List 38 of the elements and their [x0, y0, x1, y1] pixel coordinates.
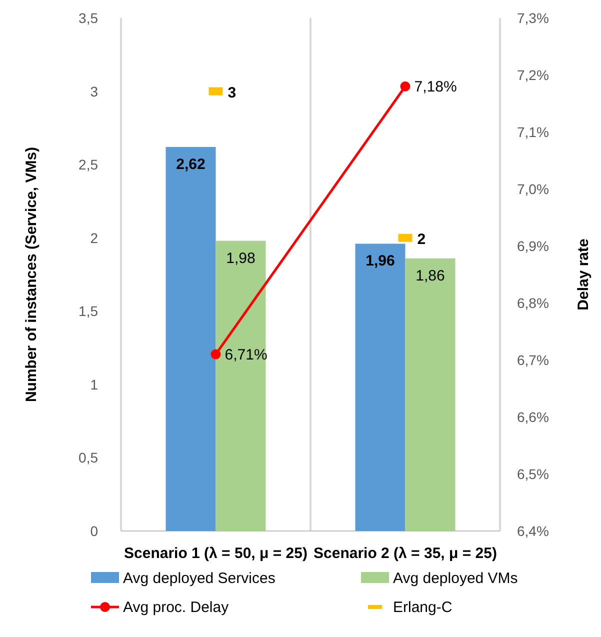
data-label: 6,71% — [224, 346, 268, 364]
data-label: 7,18% — [414, 78, 457, 96]
y2-tick-label: 7,1% — [517, 124, 549, 140]
y-tick-label: 3,5 — [78, 10, 98, 26]
bar — [166, 146, 216, 531]
y-axis-title: Number of instances (Service, VMs) — [23, 146, 40, 402]
data-label: 2,62 — [176, 156, 206, 173]
y2-tick-label: 6,7% — [517, 352, 549, 368]
y-tick-label: 3 — [90, 83, 98, 100]
x-tick-label: Scenario 2 (λ = 35, μ = 25) — [314, 545, 497, 562]
y2-axis-title: Delay rate — [575, 238, 592, 310]
y-tick-label: 1 — [90, 376, 98, 392]
y-tick-label: 0,5 — [78, 450, 98, 466]
y2-tick-label: 7,2% — [517, 67, 549, 83]
legend-label: Avg proc. Delay — [123, 599, 230, 616]
data-label: 1,96 — [366, 252, 395, 270]
data-label: 2 — [417, 230, 426, 248]
y-tick-label: 0 — [90, 523, 98, 539]
data-label: 1,98 — [226, 250, 256, 267]
legend-label: Avg deployed VMs — [393, 570, 518, 587]
y2-tick-label: 7,3% — [517, 10, 549, 26]
y2-tick-label: 6,4% — [517, 523, 549, 539]
y-tick-label: 2 — [90, 230, 98, 246]
y2-tick-label: 6,6% — [517, 409, 549, 425]
bar — [355, 244, 406, 531]
y-tick-label: 1,5 — [78, 303, 98, 320]
legend-label: Erlang-C — [393, 599, 452, 616]
bar — [216, 240, 266, 531]
data-label: 1,86 — [416, 267, 445, 284]
y2-tick-label: 6,9% — [517, 238, 549, 254]
y2-tick-label: 6,5% — [517, 466, 549, 482]
bar — [405, 258, 456, 531]
y-tick-label: 2,5 — [78, 156, 98, 173]
y2-tick-label: 7,0% — [517, 181, 549, 197]
y2-tick-label: 6,8% — [517, 295, 549, 311]
legend-label: Avg deployed Services — [123, 570, 276, 587]
x-tick-label: Scenario 1 (λ = 50, μ = 25) — [124, 545, 308, 562]
data-label: 3 — [228, 84, 236, 102]
